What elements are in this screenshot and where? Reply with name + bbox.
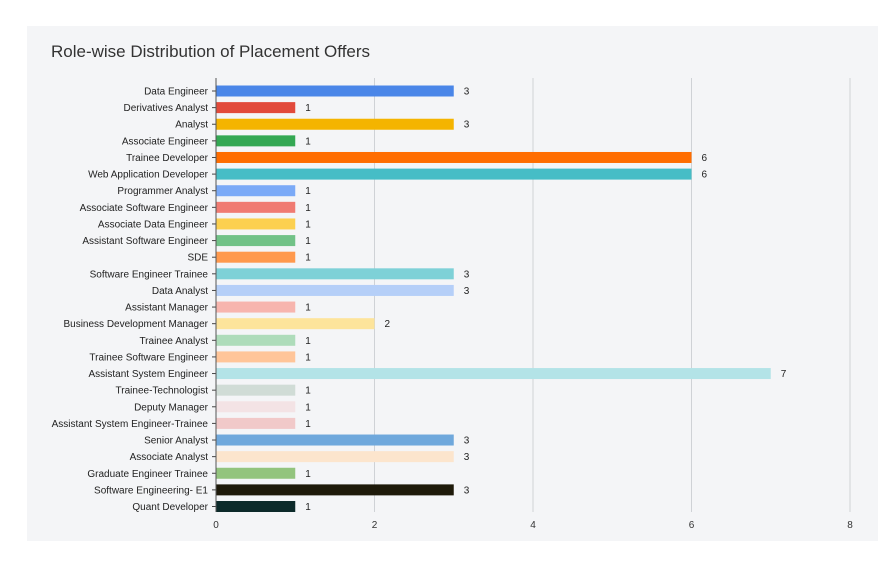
bar [216, 484, 454, 496]
category-label: Data Engineer [144, 87, 209, 98]
data-label: 1 [305, 203, 311, 214]
bar [216, 368, 771, 380]
data-label: 3 [464, 436, 470, 447]
bar [216, 235, 296, 247]
bar [216, 467, 296, 479]
category-label: SDE [187, 253, 208, 264]
category-label: Associate Analyst [130, 452, 209, 463]
category-label: Business Development Manager [63, 319, 208, 330]
x-tick-label: 8 [847, 520, 853, 531]
data-label: 3 [464, 120, 470, 131]
bar [216, 334, 296, 346]
category-label: Associate Engineer [122, 136, 209, 147]
bar [216, 85, 454, 97]
bar [216, 417, 296, 429]
category-label: Assistant System Engineer [89, 369, 209, 380]
bar [216, 118, 454, 130]
data-label: 1 [305, 352, 311, 363]
data-label: 1 [305, 136, 311, 147]
data-label: 3 [464, 87, 470, 98]
bar-chart: 0 2 4 6 8 Data Engineer 3 Derivatives Analyst 1 A… [52, 78, 854, 532]
bar [216, 301, 296, 313]
bars [216, 85, 771, 512]
chart-card: Role-wise Distribution of Placement Offe… [27, 26, 878, 541]
data-label: 1 [305, 386, 311, 397]
data-label: 3 [464, 286, 470, 297]
category-label: Trainee-Technologist [116, 386, 209, 397]
data-label: 1 [305, 103, 311, 114]
bar [216, 201, 296, 213]
category-label: Derivatives Analyst [124, 103, 209, 114]
data-label: 1 [305, 253, 311, 264]
category-label: Trainee Software Engineer [89, 352, 208, 363]
category-label: Software Engineer Trainee [90, 269, 209, 280]
x-tick-label: 6 [689, 520, 695, 531]
bar [216, 384, 296, 396]
bar [216, 318, 375, 330]
bar [216, 268, 454, 280]
data-label: 6 [702, 153, 708, 164]
bar [216, 401, 296, 413]
bar [216, 284, 454, 296]
category-label: Web Application Developer [88, 170, 209, 181]
bar [216, 451, 454, 463]
bar [216, 168, 692, 180]
category-label: Trainee Developer [126, 153, 209, 164]
category-label: Software Engineering- E1 [94, 485, 208, 496]
category-label: Trainee Analyst [139, 336, 208, 347]
category-label: Graduate Engineer Trainee [87, 469, 208, 480]
bar [216, 351, 296, 363]
category-label: Data Analyst [152, 286, 208, 297]
data-label: 3 [464, 269, 470, 280]
data-label: 1 [305, 419, 311, 430]
category-label: Analyst [175, 120, 208, 131]
data-label: 1 [305, 219, 311, 230]
data-label: 3 [464, 452, 470, 463]
category-label: Associate Software Engineer [80, 203, 209, 214]
data-label: 1 [305, 469, 311, 480]
axes [212, 78, 217, 512]
data-label: 7 [781, 369, 787, 380]
category-label: Quant Developer [132, 502, 208, 513]
labels: 0 2 4 6 8 Data Engineer 3 Derivatives Analyst 1 A… [52, 87, 854, 532]
category-label: Assistant System Engineer-Trainee [52, 419, 209, 430]
category-label: Assistant Manager [125, 303, 208, 314]
data-label: 1 [305, 336, 311, 347]
bar [216, 135, 296, 147]
category-label: Programmer Analyst [117, 186, 208, 197]
data-label: 1 [305, 186, 311, 197]
bar [216, 102, 296, 114]
data-label: 1 [305, 236, 311, 247]
data-label: 1 [305, 502, 311, 513]
x-tick-label: 0 [213, 520, 219, 531]
bar [216, 251, 296, 263]
bar [216, 185, 296, 197]
bar [216, 501, 296, 512]
data-label: 6 [702, 170, 708, 181]
data-label: 2 [385, 319, 391, 330]
category-label: Assistant Software Engineer [82, 236, 208, 247]
category-label: Deputy Manager [134, 402, 209, 413]
bar [216, 434, 454, 446]
bar [216, 218, 296, 230]
chart-title: Role-wise Distribution of Placement Offe… [51, 42, 371, 61]
data-label: 1 [305, 402, 311, 413]
category-label: Associate Data Engineer [98, 219, 209, 230]
category-label: Senior Analyst [144, 436, 208, 447]
bar [216, 151, 692, 163]
data-label: 1 [305, 303, 311, 314]
x-tick-label: 4 [530, 520, 536, 531]
x-tick-label: 2 [372, 520, 378, 531]
data-label: 3 [464, 485, 470, 496]
